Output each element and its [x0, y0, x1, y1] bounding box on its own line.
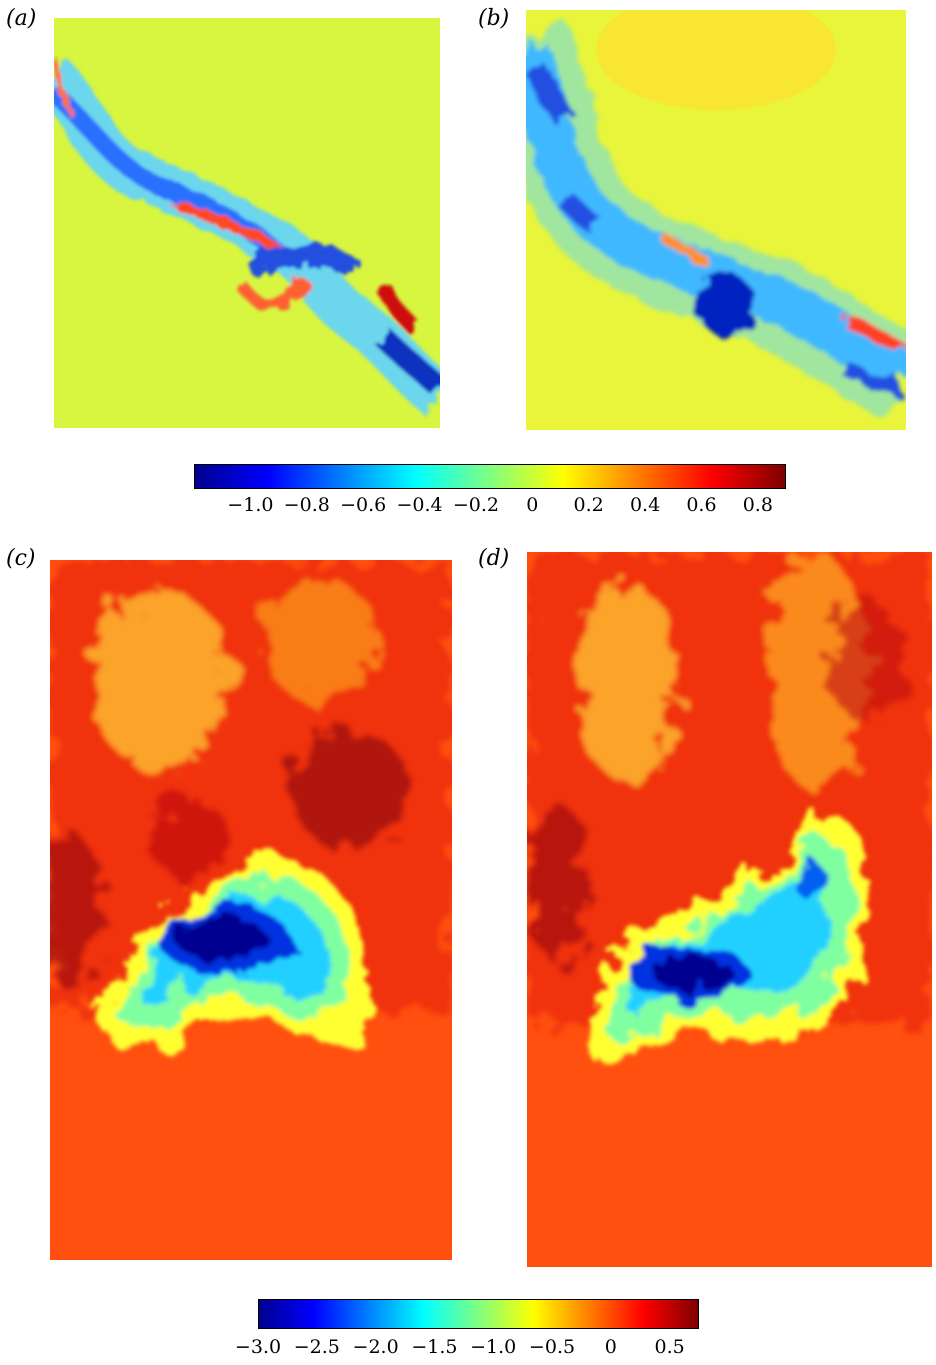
colorbar-top-tick-label: −0.8: [283, 494, 330, 516]
colorbar-top-tick-label: 0.8: [742, 494, 773, 516]
colorbar-top-tick-label: 0.6: [686, 494, 717, 516]
panel-a-colormap: [54, 18, 440, 428]
colorbar-bottom: [258, 1299, 699, 1329]
panel-d-colormap: [527, 552, 932, 1267]
panel-c-colormap: [50, 560, 452, 1260]
panel-label-c: (c): [6, 546, 36, 571]
colorbar-bottom-tick-label: −1.5: [411, 1336, 458, 1358]
colorbar-bottom-tick-label: −1.0: [470, 1336, 517, 1358]
colorbar-top-tick-label: −0.6: [340, 494, 387, 516]
colorbar-bottom-tick-label: −3.0: [234, 1336, 282, 1358]
colorbar-top-tick-label: −1.0: [227, 494, 274, 516]
colorbar-top-tick-label: −0.4: [396, 494, 443, 516]
panel-label-a: (a): [6, 6, 37, 31]
colorbar-bottom-tick-label: −2.5: [293, 1336, 340, 1358]
colorbar-top-tick-label: 0: [526, 494, 539, 516]
colorbar-bottom-tick-label: −0.5: [528, 1336, 576, 1358]
colorbar-top-tick-label: 0.4: [629, 494, 661, 516]
colorbar-top-tick-label: −0.2: [452, 494, 499, 516]
colorbar-bottom-tick-label: −2.0: [352, 1336, 399, 1358]
colorbar-top: [194, 464, 786, 489]
panel-label-b: (b): [478, 6, 510, 31]
colorbar-bottom-tick-label: 0: [604, 1336, 617, 1358]
panel-label-d: (d): [478, 546, 510, 571]
colorbar-bottom-tick-label: 0.5: [654, 1336, 685, 1358]
colorbar-top-tick-label: 0.2: [573, 494, 604, 516]
panel-b-colormap: [526, 10, 906, 430]
